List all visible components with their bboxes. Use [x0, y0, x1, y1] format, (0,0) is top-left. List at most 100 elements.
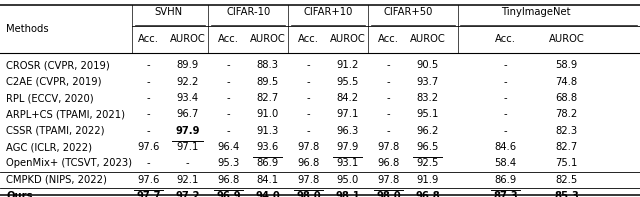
Text: 97.6: 97.6 [138, 142, 159, 152]
Text: 97.9: 97.9 [337, 142, 358, 152]
Text: -: - [307, 60, 310, 70]
Text: 82.3: 82.3 [556, 126, 577, 136]
Text: 96.8: 96.8 [298, 158, 319, 168]
Text: -: - [307, 109, 310, 119]
Text: Acc.: Acc. [495, 34, 516, 44]
Text: -: - [147, 109, 150, 119]
Text: -: - [147, 60, 150, 70]
Text: Acc.: Acc. [138, 34, 159, 44]
Text: 82.7: 82.7 [257, 93, 278, 103]
Text: 95.5: 95.5 [337, 77, 358, 87]
Text: Methods: Methods [6, 24, 49, 34]
Text: 96.9: 96.9 [216, 191, 241, 197]
Text: 97.6: 97.6 [138, 175, 159, 185]
Text: ARPL+CS (TPAMI, 2021): ARPL+CS (TPAMI, 2021) [6, 109, 125, 119]
Text: 96.3: 96.3 [337, 126, 358, 136]
Text: CROSR (CVPR, 2019): CROSR (CVPR, 2019) [6, 60, 110, 70]
Text: SVHN: SVHN [154, 7, 182, 17]
Text: AGC (ICLR, 2022): AGC (ICLR, 2022) [6, 142, 92, 152]
Text: 84.2: 84.2 [337, 93, 358, 103]
Text: 96.8: 96.8 [218, 175, 239, 185]
Text: RPL (ECCV, 2020): RPL (ECCV, 2020) [6, 93, 94, 103]
Text: -: - [387, 60, 390, 70]
Text: C2AE (CVPR, 2019): C2AE (CVPR, 2019) [6, 77, 102, 87]
Text: OpenMix+ (TCSVT, 2023): OpenMix+ (TCSVT, 2023) [6, 158, 132, 168]
Text: 92.1: 92.1 [177, 175, 198, 185]
Text: -: - [227, 126, 230, 136]
Text: 98.0: 98.0 [376, 191, 401, 197]
Text: 97.9: 97.9 [175, 126, 200, 136]
Text: 83.2: 83.2 [417, 93, 438, 103]
Text: 88.3: 88.3 [257, 60, 278, 70]
Text: CMPKD (NIPS, 2022): CMPKD (NIPS, 2022) [6, 175, 108, 185]
Text: AUROC: AUROC [410, 34, 445, 44]
Text: Acc.: Acc. [378, 34, 399, 44]
Text: 78.2: 78.2 [556, 109, 577, 119]
Text: 91.3: 91.3 [257, 126, 278, 136]
Text: -: - [227, 109, 230, 119]
Text: -: - [387, 93, 390, 103]
Text: 98.1: 98.1 [335, 191, 360, 197]
Text: -: - [147, 77, 150, 87]
Text: 96.8: 96.8 [378, 158, 399, 168]
Text: 74.8: 74.8 [556, 77, 577, 87]
Text: -: - [147, 126, 150, 136]
Text: -: - [307, 126, 310, 136]
Text: 96.2: 96.2 [417, 126, 438, 136]
Text: AUROC: AUROC [330, 34, 365, 44]
Text: -: - [387, 126, 390, 136]
Text: 84.1: 84.1 [257, 175, 278, 185]
Text: 98.0: 98.0 [296, 191, 321, 197]
Text: 87.3: 87.3 [493, 191, 518, 197]
Text: -: - [147, 93, 150, 103]
Text: TinyImageNet: TinyImageNet [502, 7, 571, 17]
Text: 82.7: 82.7 [556, 142, 577, 152]
Text: Ours: Ours [6, 191, 33, 197]
Text: 93.1: 93.1 [337, 158, 358, 168]
Text: 93.4: 93.4 [177, 93, 198, 103]
Text: 95.0: 95.0 [337, 175, 358, 185]
Text: 91.9: 91.9 [417, 175, 438, 185]
Text: -: - [504, 93, 508, 103]
Text: 89.9: 89.9 [177, 60, 198, 70]
Text: 95.3: 95.3 [218, 158, 239, 168]
Text: 95.1: 95.1 [417, 109, 438, 119]
Text: -: - [227, 93, 230, 103]
Text: -: - [186, 158, 189, 168]
Text: 97.2: 97.2 [175, 191, 200, 197]
Text: 97.8: 97.8 [298, 175, 319, 185]
Text: 92.5: 92.5 [417, 158, 438, 168]
Text: 89.5: 89.5 [257, 77, 278, 87]
Text: -: - [504, 77, 508, 87]
Text: CIFAR+50: CIFAR+50 [383, 7, 433, 17]
Text: 86.9: 86.9 [495, 175, 516, 185]
Text: 82.5: 82.5 [556, 175, 577, 185]
Text: Acc.: Acc. [218, 34, 239, 44]
Text: 91.2: 91.2 [337, 60, 358, 70]
Text: AUROC: AUROC [250, 34, 285, 44]
Text: AUROC: AUROC [170, 34, 205, 44]
Text: 68.8: 68.8 [556, 93, 577, 103]
Text: 93.6: 93.6 [257, 142, 278, 152]
Text: 96.4: 96.4 [218, 142, 239, 152]
Text: 85.3: 85.3 [554, 191, 579, 197]
Text: -: - [387, 109, 390, 119]
Text: 91.0: 91.0 [257, 109, 278, 119]
Text: AUROC: AUROC [548, 34, 584, 44]
Text: 93.7: 93.7 [417, 77, 438, 87]
Text: 96.5: 96.5 [417, 142, 438, 152]
Text: 58.9: 58.9 [556, 60, 577, 70]
Text: 92.2: 92.2 [177, 77, 198, 87]
Text: 84.6: 84.6 [495, 142, 516, 152]
Text: 94.0: 94.0 [255, 191, 280, 197]
Text: -: - [307, 93, 310, 103]
Text: CIFAR-10: CIFAR-10 [226, 7, 271, 17]
Text: CIFAR+10: CIFAR+10 [303, 7, 353, 17]
Text: -: - [504, 126, 508, 136]
Text: -: - [147, 158, 150, 168]
Text: -: - [307, 77, 310, 87]
Text: -: - [227, 77, 230, 87]
Text: -: - [504, 109, 508, 119]
Text: 90.5: 90.5 [417, 60, 438, 70]
Text: 58.4: 58.4 [495, 158, 516, 168]
